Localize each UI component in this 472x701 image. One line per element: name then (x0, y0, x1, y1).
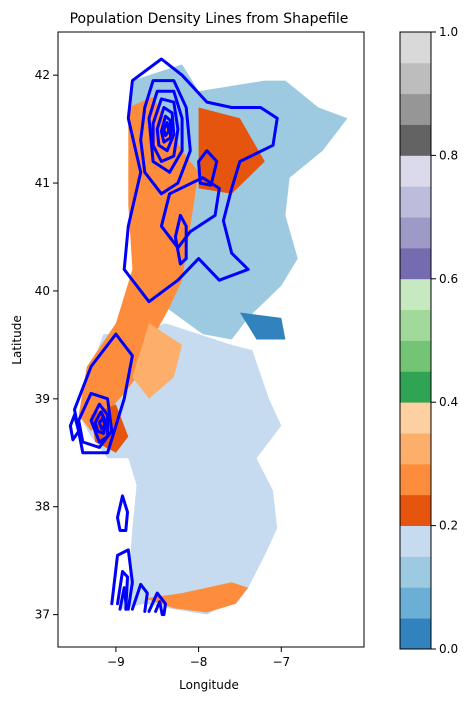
x-tick-label: −8 (190, 655, 208, 669)
colorbar-tick-label: 0.8 (439, 148, 458, 162)
contour-south-2 (116, 570, 129, 611)
colorbar-frame (399, 31, 432, 650)
colorbar-swatch (400, 309, 431, 341)
region-tagus-mix (132, 323, 183, 399)
colorbar-swatch (400, 247, 431, 280)
contour-layer (68, 57, 279, 617)
colorbar-tick-label: 1.0 (439, 25, 458, 39)
y-tick-label: 39 (35, 392, 50, 406)
colorbar-swatch (400, 124, 431, 156)
contour-north-5 (155, 106, 176, 153)
colorbar-tick-label: 0.0 (439, 642, 458, 656)
colorbar-swatch (400, 525, 431, 557)
contour-north-4 (151, 97, 180, 163)
x-ticks: −9 −8 −7 (107, 647, 290, 669)
y-tick-label: 42 (35, 68, 50, 82)
contour-north-6 (159, 114, 172, 144)
colorbar-swatch (400, 433, 431, 465)
colorbar-swatch (400, 62, 431, 95)
x-tick-label: −7 (272, 655, 290, 669)
colorbar-swatch (400, 32, 431, 64)
y-axis-label: Latitude (10, 315, 24, 364)
contour-setubal-oval (116, 494, 129, 532)
colorbar-swatch (400, 587, 431, 619)
contour-north-7 (162, 121, 171, 138)
colorbar-swatch (400, 155, 431, 187)
y-tick-label: 40 (35, 284, 50, 298)
contour-small-oval (173, 213, 188, 266)
contour-lisbon-outer (73, 332, 134, 455)
colorbar-tick-label: 0.2 (439, 519, 458, 533)
contour-east-loop (197, 149, 219, 187)
colorbar-swatch (400, 186, 431, 218)
colorbar-swatch (400, 93, 431, 125)
region-east-blue (239, 312, 286, 340)
colorbar-tick-label: 0.4 (439, 395, 458, 409)
colorbar-swatch (400, 463, 431, 496)
axes-frame (57, 31, 365, 648)
contour-north-3 (147, 89, 184, 174)
map-axes: −9 −8 −7 37 38 39 40 41 42 (35, 31, 365, 669)
colorbar-ticks: 0.0 0.2 0.4 0.6 0.8 1.0 (431, 25, 458, 656)
contour-mid-loop (159, 176, 221, 250)
contour-lisbon-5 (97, 416, 107, 431)
contour-south-1 (110, 548, 134, 611)
colorbar-swatch (400, 340, 431, 372)
region-algarve (144, 582, 249, 613)
colorbar-swatch (400, 494, 431, 526)
colorbar-swatch (400, 618, 431, 650)
contour-south-3 (118, 586, 129, 611)
chart-title: Population Density Lines from Shapefile (70, 11, 349, 27)
x-tick-label: −9 (107, 655, 125, 669)
colorbar-swatch (400, 402, 431, 434)
contour-lisbon-2 (77, 391, 114, 449)
region-coast-orange (78, 96, 199, 432)
colorbar-swatch (400, 371, 431, 403)
contour-lisbon-4 (93, 410, 108, 435)
y-tick-label: 37 (35, 608, 50, 622)
colorbar: 0.0 0.2 0.4 0.6 0.8 1.0 (399, 25, 458, 656)
colorbar-swatch (400, 278, 431, 311)
x-axis-label: Longitude (179, 678, 239, 692)
contour-south-4 (130, 582, 149, 613)
region-south (78, 323, 282, 615)
contour-lisbon-west (68, 413, 81, 442)
contour-north-2 (139, 79, 192, 196)
colorbar-swatches (400, 32, 431, 650)
contour-lisbon-3 (89, 402, 110, 444)
contour-south-6 (154, 600, 164, 617)
colorbar-swatch (400, 217, 431, 249)
colorbar-tick-label: 0.6 (439, 272, 458, 286)
contour-north-outer (122, 57, 279, 304)
y-tick-label: 41 (35, 176, 50, 190)
colorbar-swatch (400, 556, 431, 588)
y-ticks: 37 38 39 40 41 42 (35, 68, 58, 622)
y-tick-label: 38 (35, 500, 50, 514)
contour-south-5 (147, 591, 167, 617)
